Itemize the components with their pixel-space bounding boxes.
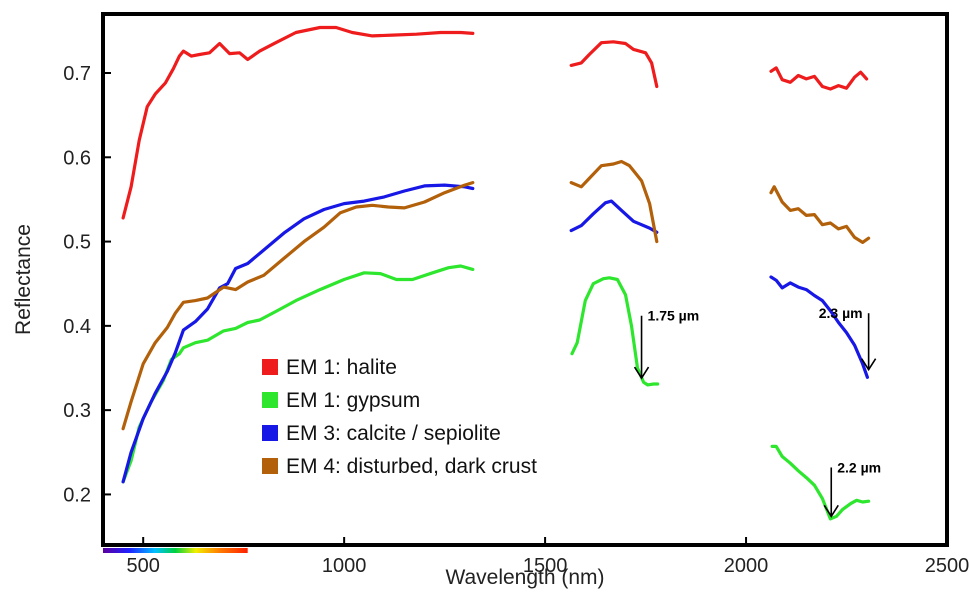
x-tick-label: 1000 — [322, 555, 367, 577]
legend-label: EM 1: gypsum — [286, 389, 420, 412]
x-tick-label: 2000 — [724, 555, 769, 577]
annotation: 2.3 µm — [819, 305, 877, 372]
plot-frame — [101, 12, 949, 547]
legend-item: EM 1: halite — [262, 356, 397, 379]
legend-item: EM 1: gypsum — [262, 389, 420, 412]
annotations-layer: 1.75 µm 2.3 µm 2.2 µm — [633, 305, 881, 518]
annotation-label: 1.75 µm — [648, 308, 700, 324]
annotation: 2.2 µm — [823, 459, 881, 518]
y-axis-title: Reflectance — [12, 224, 35, 335]
series-line — [569, 159, 659, 244]
x-axis-title: Wavelength (nm) — [445, 566, 604, 589]
x-tick-label: 2500 — [925, 555, 969, 577]
axes-layer — [101, 12, 949, 547]
legend-swatch — [262, 392, 278, 408]
series-1 — [121, 25, 869, 220]
series-line — [770, 444, 871, 521]
legend-swatch — [262, 359, 278, 375]
series-4 — [121, 159, 871, 431]
series-layer — [121, 25, 871, 521]
series-line — [769, 275, 869, 379]
annotation-arrowhead — [860, 358, 877, 372]
visible-spectrum-bar — [103, 548, 248, 553]
annotation-label: 2.3 µm — [819, 305, 863, 321]
x-tick-label: 500 — [127, 555, 160, 577]
y-tick-label: 0.5 — [63, 232, 91, 254]
series-3 — [121, 183, 869, 484]
y-tick-label: 0.3 — [63, 400, 91, 422]
series-line — [121, 181, 475, 431]
annotation: 1.75 µm — [633, 308, 700, 380]
annotation-arrowhead — [823, 504, 839, 518]
series-line — [570, 276, 660, 387]
annotation-arrowhead — [633, 366, 650, 380]
legend-item: EM 4: disturbed, dark crust — [262, 455, 537, 478]
legend-swatch — [262, 425, 278, 441]
annotation-label: 2.2 µm — [837, 459, 881, 475]
y-tick-label: 0.2 — [63, 484, 91, 506]
legend-swatch — [262, 458, 278, 474]
series-line — [121, 183, 475, 484]
legend-item: EM 3: calcite / sepiolite — [262, 422, 501, 445]
legend-label: EM 4: disturbed, dark crust — [286, 455, 537, 478]
series-line — [769, 185, 871, 244]
legend-label: EM 1: halite — [286, 356, 397, 379]
series-2 — [121, 264, 871, 521]
legend-label: EM 3: calcite / sepiolite — [286, 422, 501, 445]
series-line — [121, 25, 475, 220]
series-line — [769, 66, 869, 91]
y-tick-label: 0.4 — [63, 316, 91, 338]
x-tick-label: 1500 — [523, 555, 568, 577]
legend: EM 1: halite EM 1: gypsum EM 3: calcite / … — [262, 356, 537, 478]
series-line — [569, 40, 659, 89]
series-line — [569, 199, 659, 234]
ticks-layer: 500 1000 1500 2000 2500 0.2 0.3 0.4 0.5 0.6 0.7 — [63, 63, 969, 577]
y-tick-label: 0.7 — [63, 63, 91, 85]
y-tick-label: 0.6 — [63, 147, 91, 169]
visible-spectrum-strip — [103, 548, 248, 553]
